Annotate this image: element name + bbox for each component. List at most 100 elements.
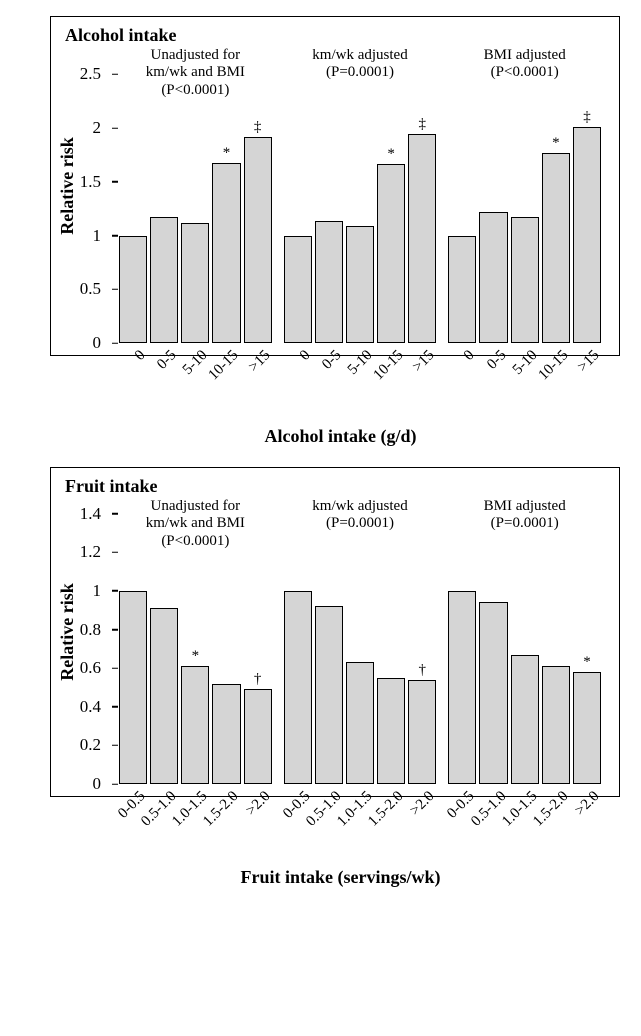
bar-slot: 5-10: [511, 53, 539, 343]
x-tick-label: >15: [406, 343, 439, 376]
bars: 0-0.50.5-1.0*1.0-1.51.5-2.0†>2.0: [119, 504, 272, 784]
x-tick-label: 10-15: [366, 343, 407, 384]
y-tick-label: 2.5: [80, 64, 113, 84]
panel-box: Fruit intakeRelative risk00.20.40.60.811…: [50, 467, 620, 797]
page: Alcohol intakeRelative risk00.511.522.5U…: [0, 0, 641, 928]
bars: 00-55-10*10-15‡>15: [448, 53, 601, 343]
bar-annotation: *: [192, 649, 200, 664]
x-tick-label: 1.5-2.0: [196, 784, 242, 830]
y-tick-label: 1.5: [80, 172, 113, 192]
bar: [377, 678, 405, 784]
y-tick-label: 2: [93, 118, 114, 138]
y-tick-label: 0.2: [80, 735, 113, 755]
bar-slot: ‡>15: [408, 53, 436, 343]
bar-slot: *>2.0: [573, 504, 601, 784]
bar-slot: 0.5-1.0: [315, 504, 343, 784]
panel-alcohol: Alcohol intakeRelative risk00.511.522.5U…: [50, 16, 631, 447]
y-tick-label: 0: [93, 774, 114, 794]
bar-slot: 0-0.5: [284, 504, 312, 784]
bar: [479, 212, 507, 343]
y-tick-label: 1.4: [80, 504, 113, 524]
x-tick-label: 0: [457, 343, 479, 365]
bar-slot: †>2.0: [408, 504, 436, 784]
bar-slot: 1.5-2.0: [212, 504, 240, 784]
group: Unadjusted forkm/wk and BMI(P<0.0001)0-0…: [119, 504, 272, 784]
y-axis-label: Relative risk: [57, 137, 78, 234]
x-tick-label: 0: [128, 343, 150, 365]
bar-slot: 0-0.5: [448, 504, 476, 784]
bar: [408, 134, 436, 343]
bar-slot: 1.0-1.5: [511, 504, 539, 784]
group: BMI adjusted(P=0.0001)0-0.50.5-1.01.0-1.…: [448, 504, 601, 784]
bar-slot: 0: [448, 53, 476, 343]
groups: Unadjusted forkm/wk and BMI(P<0.0001)0-0…: [113, 504, 607, 784]
bar-annotation: *: [223, 146, 231, 161]
bar: [119, 236, 147, 343]
panel-box: Alcohol intakeRelative risk00.511.522.5U…: [50, 16, 620, 356]
bar: [511, 217, 539, 343]
x-tick-label: 0-5: [479, 343, 509, 373]
y-tick-label: 1.2: [80, 542, 113, 562]
x-axis-label: Fruit intake (servings/wk): [50, 867, 631, 888]
y-tick-label: 0.8: [80, 620, 113, 640]
bar: [408, 680, 436, 784]
panel-fruit: Fruit intakeRelative risk00.20.40.60.811…: [50, 467, 631, 888]
bar: [315, 221, 343, 343]
y-tick-label: 0.6: [80, 658, 113, 678]
bar: [479, 602, 507, 784]
x-tick-label: 0-5: [150, 343, 180, 373]
bar: [542, 153, 570, 343]
bar-slot: *10-15: [542, 53, 570, 343]
panel-title: Fruit intake: [65, 476, 158, 497]
group: BMI adjusted(P<0.0001)00-55-10*10-15‡>15: [448, 53, 601, 343]
x-tick-label: 10-15: [531, 343, 572, 384]
bar: [150, 217, 178, 343]
bar: [346, 662, 374, 784]
x-tick-label: >2.0: [403, 784, 439, 820]
y-axis-label: Relative risk: [57, 583, 78, 680]
bar-annotation: *: [552, 136, 560, 151]
y-tick-label: 1: [93, 226, 114, 246]
bar-slot: 1.5-2.0: [542, 504, 570, 784]
bar: [284, 236, 312, 343]
bar-slot: 0-0.5: [119, 504, 147, 784]
bar: [346, 226, 374, 343]
bar: [573, 672, 601, 784]
bar-annotation: ‡: [254, 120, 262, 135]
bar-slot: *10-15: [212, 53, 240, 343]
bar: [181, 223, 209, 343]
group: km/wk adjusted(P=0.0001)00-55-10*10-15‡>…: [284, 53, 437, 343]
bar: [573, 127, 601, 343]
x-tick-label: >15: [241, 343, 274, 376]
group: Unadjusted forkm/wk and BMI(P<0.0001)00-…: [119, 53, 272, 343]
bar-annotation: ‡: [419, 117, 427, 132]
bar: [448, 236, 476, 343]
x-tick-label: >15: [570, 343, 603, 376]
bar-slot: 1.5-2.0: [377, 504, 405, 784]
x-tick-label: 1.5-2.0: [361, 784, 407, 830]
bar-annotation: *: [583, 655, 591, 670]
bar-slot: 5-10: [346, 53, 374, 343]
bars: 0-0.50.5-1.01.0-1.51.5-2.0†>2.0: [284, 504, 437, 784]
bar: [119, 591, 147, 784]
bar: [542, 666, 570, 784]
bar-annotation: ‡: [583, 110, 591, 125]
x-tick-label: 0-5: [315, 343, 345, 373]
bar-slot: 0-5: [315, 53, 343, 343]
bar: [284, 591, 312, 784]
bar-slot: *1.0-1.5: [181, 504, 209, 784]
y-tick-label: 0: [93, 333, 114, 353]
x-tick-label: >2.0: [238, 784, 274, 820]
bar: [150, 608, 178, 784]
bars: 0-0.50.5-1.01.0-1.51.5-2.0*>2.0: [448, 504, 601, 784]
panel-title: Alcohol intake: [65, 25, 177, 46]
bar-slot: *10-15: [377, 53, 405, 343]
bar-slot: 0-5: [150, 53, 178, 343]
bar-slot: 0: [284, 53, 312, 343]
bar-slot: 0-5: [479, 53, 507, 343]
bars: 00-55-10*10-15‡>15: [284, 53, 437, 343]
x-tick-label: 0: [292, 343, 314, 365]
x-tick-label: 10-15: [202, 343, 243, 384]
bar-slot: ‡>15: [244, 53, 272, 343]
bar-slot: ‡>15: [573, 53, 601, 343]
